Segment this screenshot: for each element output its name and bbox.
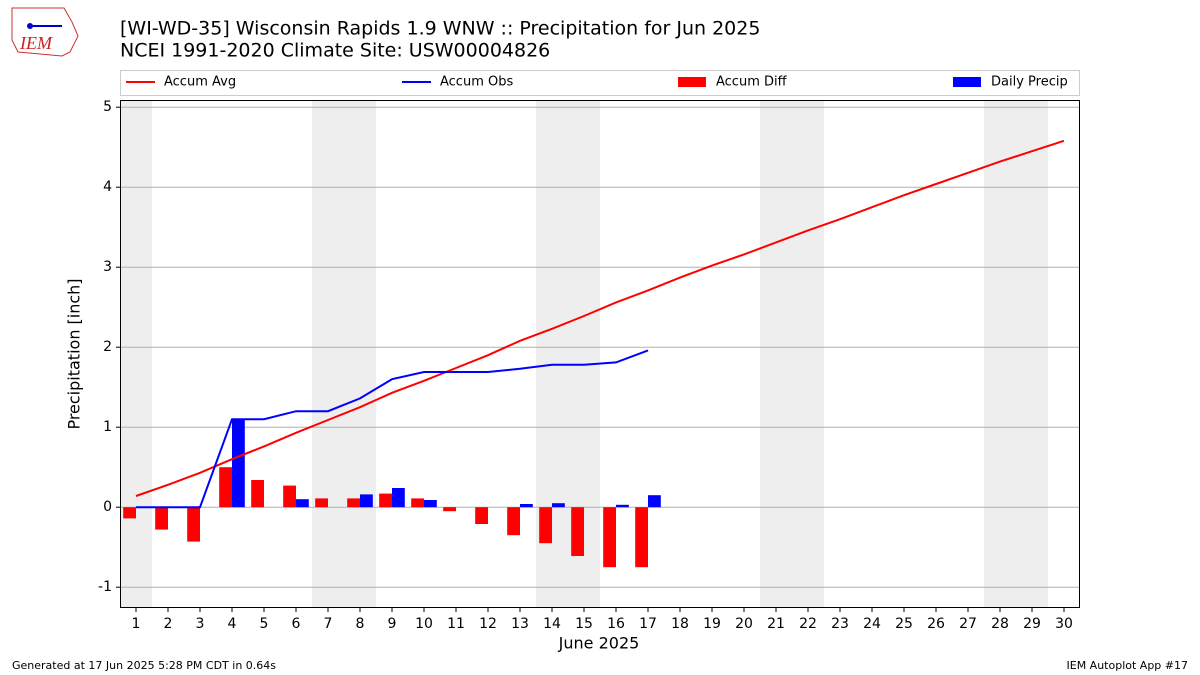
y-tick-label: 0 (103, 499, 112, 515)
x-tick-label: 8 (356, 616, 365, 632)
bar (392, 488, 405, 508)
x-tick-label: 28 (991, 616, 1009, 632)
weekend-shade (760, 100, 792, 608)
x-tick-label: 21 (767, 616, 785, 632)
chart-title: [WI-WD-35] Wisconsin Rapids 1.9 WNW :: P… (120, 18, 760, 40)
bar (283, 485, 296, 508)
bar (296, 499, 309, 508)
x-tick-label: 24 (863, 616, 881, 632)
bar (251, 480, 264, 508)
x-tick-label: 26 (927, 616, 945, 632)
x-tick-label: 19 (703, 616, 721, 632)
line (135, 139, 1065, 497)
x-tick-label: 9 (388, 616, 397, 632)
legend-label: Accum Avg (164, 75, 236, 90)
bar (155, 507, 168, 530)
bar (347, 498, 360, 508)
x-tick-label: 10 (415, 616, 433, 632)
x-tick-label: 15 (575, 616, 593, 632)
bar (443, 507, 456, 512)
logo: IEM (11, 7, 79, 57)
bar (539, 507, 552, 544)
x-tick-label: 6 (292, 616, 301, 632)
bar (552, 503, 565, 508)
x-tick-label: 18 (671, 616, 689, 632)
weekend-shade (1016, 100, 1048, 608)
line (136, 349, 649, 509)
legend-swatch (678, 77, 706, 87)
bar (315, 498, 328, 508)
bar (424, 500, 437, 508)
bar (411, 498, 424, 508)
y-tick-label: 5 (103, 99, 112, 115)
x-tick-label: 1 (132, 616, 141, 632)
legend-label: Accum Diff (716, 75, 788, 90)
y-axis-label: Precipitation [inch] (65, 278, 84, 429)
x-tick-label: 25 (895, 616, 913, 632)
x-tick-label: 2 (164, 616, 173, 632)
logo-text: IEM (19, 33, 53, 53)
x-tick-label: 5 (260, 616, 269, 632)
legend (120, 70, 1080, 96)
legend-swatch (953, 77, 981, 87)
plot-frame (120, 100, 1080, 608)
logo-icon (27, 23, 33, 29)
bar (360, 494, 373, 508)
x-tick-label: 13 (511, 616, 529, 632)
y-tick-label: 4 (103, 179, 112, 195)
x-tick-label: 17 (639, 616, 657, 632)
bar (232, 419, 245, 508)
weekend-shade (344, 100, 376, 608)
x-tick-label: 30 (1055, 616, 1073, 632)
bar (616, 504, 629, 508)
footer-right: IEM Autoplot App #17 (1067, 659, 1189, 672)
bar (379, 493, 392, 508)
y-tick-label: 2 (103, 339, 112, 355)
weekend-shade (792, 100, 824, 608)
legend-label: Accum Obs (440, 75, 513, 90)
y-tick-label: 1 (103, 419, 112, 435)
bar (520, 504, 533, 508)
x-tick-label: 11 (447, 616, 465, 632)
bar (219, 467, 232, 508)
bar (603, 507, 616, 568)
x-tick-label: 27 (959, 616, 977, 632)
x-tick-label: 20 (735, 616, 753, 632)
x-tick-label: 16 (607, 616, 625, 632)
bar (571, 507, 584, 556)
y-tick-label: 3 (103, 259, 112, 275)
x-tick-label: 22 (799, 616, 817, 632)
weekend-shade (120, 100, 152, 608)
y-tick-label: -1 (98, 579, 112, 595)
x-tick-label: 4 (228, 616, 237, 632)
bar (187, 507, 200, 542)
logo-outline (11, 7, 79, 57)
weekend-shade (984, 100, 1016, 608)
bar (635, 507, 648, 568)
chart-subtitle: NCEI 1991-2020 Climate Site: USW00004826 (120, 40, 550, 62)
x-tick-label: 23 (831, 616, 849, 632)
legend-label: Daily Precip (991, 75, 1068, 90)
x-tick-label: 3 (196, 616, 205, 632)
bar (123, 507, 136, 519)
weekend-shade (312, 100, 344, 608)
x-tick-label: 7 (324, 616, 333, 632)
bar (648, 495, 661, 508)
x-tick-label: 12 (479, 616, 497, 632)
x-tick-label: 29 (1023, 616, 1041, 632)
x-axis-label: June 2025 (558, 634, 640, 653)
bar (475, 507, 488, 524)
footer-left: Generated at 17 Jun 2025 5:28 PM CDT in … (12, 659, 276, 672)
bar (507, 507, 520, 536)
x-tick-label: 14 (543, 616, 561, 632)
